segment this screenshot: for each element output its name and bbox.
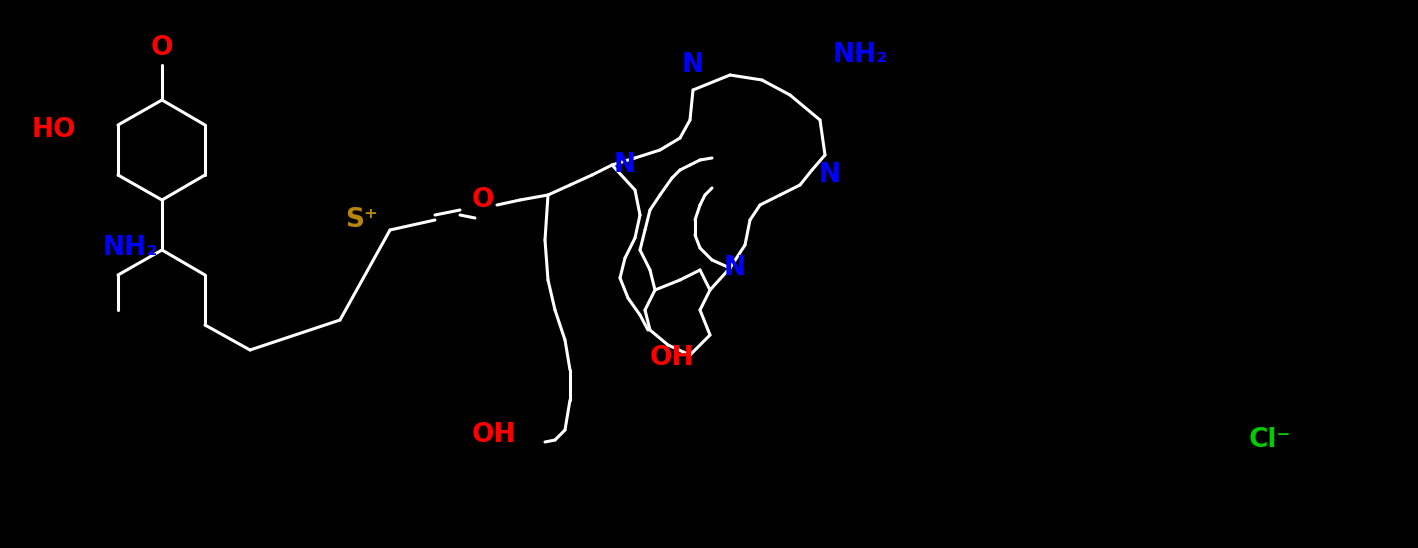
Text: NH₂: NH₂	[832, 42, 888, 68]
Text: OH: OH	[649, 345, 695, 371]
Text: N: N	[682, 52, 703, 78]
Text: O: O	[150, 35, 173, 61]
Text: Cl⁻: Cl⁻	[1249, 427, 1292, 453]
Text: OH: OH	[472, 422, 516, 448]
Text: O: O	[472, 187, 495, 213]
Text: N: N	[614, 152, 637, 178]
Text: N: N	[725, 255, 746, 281]
Text: NH₂: NH₂	[102, 235, 157, 261]
Text: HO: HO	[31, 117, 77, 143]
Text: S⁺: S⁺	[346, 207, 379, 233]
Text: N: N	[820, 162, 841, 188]
